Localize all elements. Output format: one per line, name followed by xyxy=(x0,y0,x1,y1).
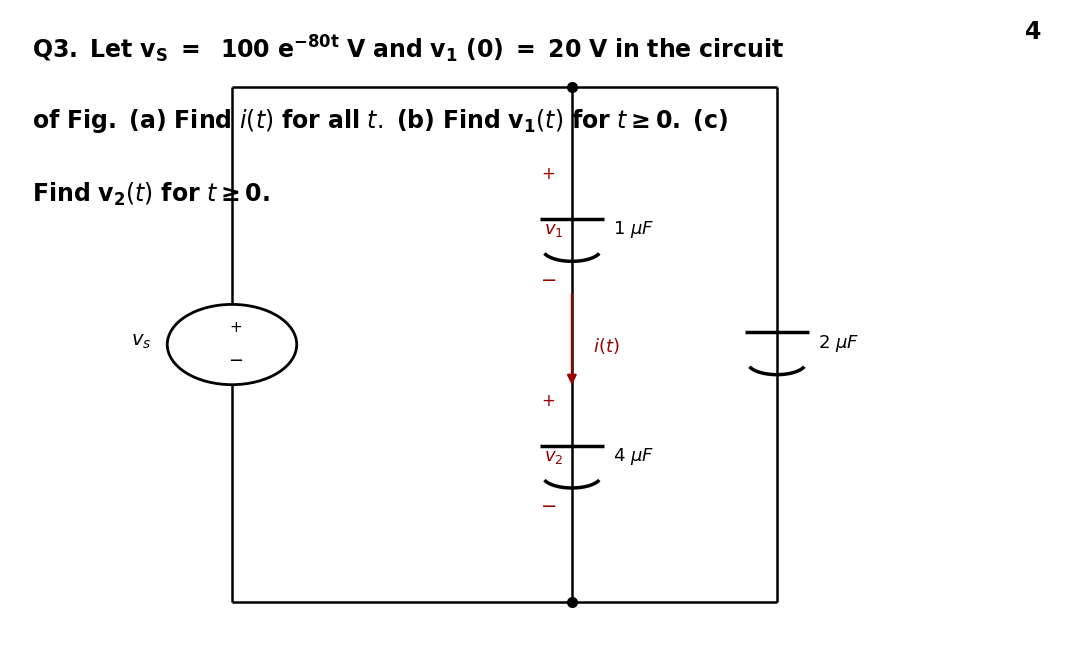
Text: $+$: $+$ xyxy=(229,320,242,335)
Text: $+$: $+$ xyxy=(541,165,556,183)
Text: $-$: $-$ xyxy=(540,268,557,288)
Text: $\bf{of\ Fig.\ (a)\ Find\ }$$\mathbf{\mathit{i(t)}}$$\bf{\ for\ all\ }$$\mathbf{: $\bf{of\ Fig.\ (a)\ Find\ }$$\mathbf{\ma… xyxy=(32,107,728,135)
Text: $i(t)$: $i(t)$ xyxy=(593,337,620,356)
Text: 4: 4 xyxy=(1025,20,1041,44)
Text: $+$: $+$ xyxy=(541,392,556,410)
Text: $v_1$: $v_1$ xyxy=(544,221,563,239)
Text: $4\ \mu F$: $4\ \mu F$ xyxy=(613,446,654,467)
Text: $1\ \mu F$: $1\ \mu F$ xyxy=(613,219,654,240)
Text: $\bf{Q3.\ Let\ }$$\bf{v_S}$$\bf{\ =\ \ 100\ }$$\bf{e^{-80t}}$$\bf{\ V\ and\ }$$\: $\bf{Q3.\ Let\ }$$\bf{v_S}$$\bf{\ =\ \ 1… xyxy=(32,33,784,65)
Text: $v_2$: $v_2$ xyxy=(544,448,563,466)
Text: $-$: $-$ xyxy=(540,495,557,514)
Text: $2\ \mu F$: $2\ \mu F$ xyxy=(818,332,859,354)
Text: $\bf{Find\ }$$\bf{v_2}$$\mathbf{\mathit{(t)}}$$\bf{\ for\ }$$\mathbf{\mathit{t}}: $\bf{Find\ }$$\bf{v_2}$$\mathbf{\mathit{… xyxy=(32,181,270,208)
Text: $v_s$: $v_s$ xyxy=(131,332,151,351)
Text: $-$: $-$ xyxy=(228,351,243,368)
